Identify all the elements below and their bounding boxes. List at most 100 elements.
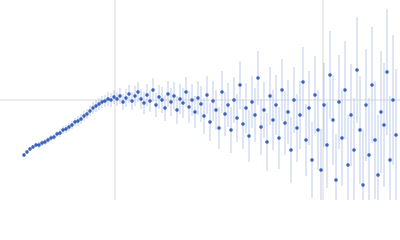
data-point: [136, 90, 140, 94]
data-point: [241, 122, 245, 126]
data-point: [28, 147, 32, 151]
data-point: [70, 123, 74, 127]
data-point: [223, 112, 227, 116]
data-point: [313, 93, 317, 97]
data-point: [124, 96, 128, 100]
data-point: [334, 178, 338, 182]
data-point: [337, 100, 341, 104]
data-point: [289, 148, 293, 152]
data-point: [106, 97, 110, 101]
data-point: [91, 106, 95, 110]
data-point: [100, 100, 104, 104]
chart: [0, 0, 400, 200]
data-point: [259, 125, 263, 129]
data-point: [40, 141, 44, 145]
data-point: [361, 183, 365, 187]
data-point: [349, 113, 353, 117]
data-point: [301, 80, 305, 84]
data-point: [115, 97, 119, 101]
data-point: [355, 68, 359, 72]
data-point: [304, 138, 308, 142]
data-point: [175, 108, 179, 112]
data-point: [262, 108, 266, 112]
data-point: [364, 103, 368, 107]
data-point: [331, 118, 335, 122]
data-point: [187, 105, 191, 109]
data-point: [34, 143, 38, 147]
data-point: [160, 98, 164, 102]
data-point: [127, 92, 131, 96]
data-point: [208, 120, 212, 124]
data-point: [391, 98, 395, 102]
data-point: [112, 95, 116, 99]
data-point: [271, 118, 275, 122]
data-point: [292, 98, 296, 102]
data-point: [154, 103, 158, 107]
data-point: [379, 110, 383, 114]
data-point: [253, 113, 257, 117]
data-point: [217, 126, 221, 130]
data-point: [307, 106, 311, 110]
data-point: [265, 140, 269, 144]
data-point: [166, 92, 170, 96]
data-point: [277, 136, 281, 140]
data-point: [205, 93, 209, 97]
data-point: [358, 128, 362, 132]
data-point: [382, 123, 386, 127]
data-point: [310, 158, 314, 162]
data-point: [199, 102, 203, 106]
data-point: [211, 99, 215, 103]
data-point: [244, 106, 248, 110]
data-point: [118, 94, 122, 98]
data-point: [64, 127, 68, 131]
plot-area: [0, 0, 400, 200]
data-point: [247, 134, 251, 138]
data-point: [376, 173, 380, 177]
data-point: [184, 90, 188, 94]
data-point: [298, 113, 302, 117]
data-point: [61, 128, 65, 132]
data-point: [94, 104, 98, 108]
data-point: [352, 148, 356, 152]
data-point: [181, 101, 185, 105]
data-point: [295, 126, 299, 130]
data-point: [319, 168, 323, 172]
data-point: [190, 98, 194, 102]
data-point: [367, 153, 371, 157]
data-point: [52, 135, 56, 139]
data-point: [172, 94, 176, 98]
data-point: [121, 100, 125, 104]
data-point: [142, 101, 146, 105]
data-point: [151, 88, 155, 92]
data-point: [238, 83, 242, 87]
data-point: [169, 100, 173, 104]
data-point: [133, 94, 137, 98]
data-point: [58, 131, 62, 135]
data-point: [55, 132, 59, 136]
data-point: [256, 76, 260, 80]
data-point: [31, 145, 35, 149]
data-point: [226, 103, 230, 107]
data-point: [283, 121, 287, 125]
data-point: [97, 102, 101, 106]
data-point: [202, 114, 206, 118]
data-point: [235, 116, 239, 120]
data-point: [316, 128, 320, 132]
data-point: [139, 97, 143, 101]
data-point: [388, 158, 392, 162]
data-point: [373, 138, 377, 142]
data-point: [88, 109, 92, 113]
data-point: [67, 125, 71, 129]
data-point: [130, 99, 134, 103]
data-point: [229, 128, 233, 132]
data-point: [214, 108, 218, 112]
data-point: [82, 114, 86, 118]
data-point: [46, 138, 50, 142]
data-point: [280, 88, 284, 92]
data-point: [220, 90, 224, 94]
data-point: [43, 140, 47, 144]
data-point: [385, 70, 389, 74]
data-point: [394, 133, 398, 137]
data-point: [25, 150, 29, 154]
data-point: [196, 96, 200, 100]
